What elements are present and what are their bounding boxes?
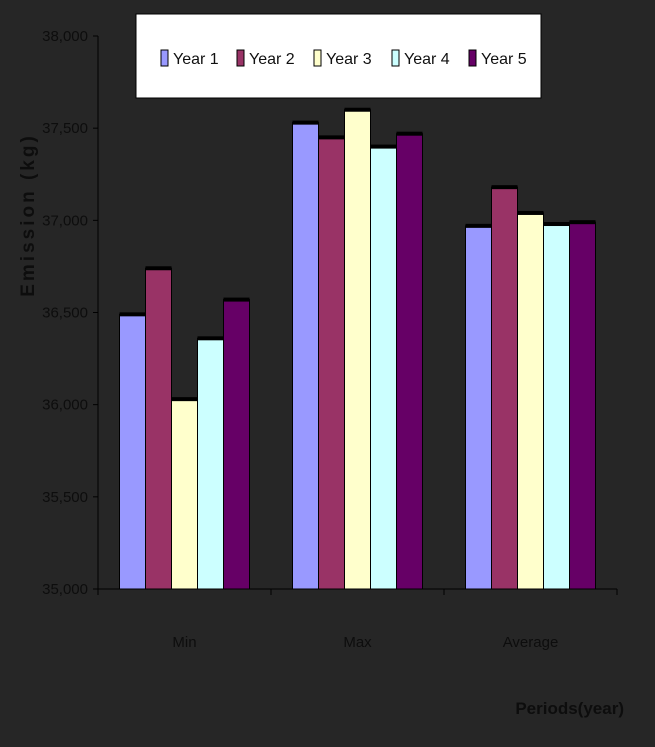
legend-swatch	[160, 49, 169, 67]
y-axis-title: Emission (kg)	[18, 133, 39, 297]
x-axis-tick-labels: Min Max Average	[97, 589, 618, 651]
y-tick-label: 35,500	[42, 489, 88, 506]
bar-max-year-2	[318, 136, 345, 590]
bar-min-year-1	[119, 313, 146, 590]
bar-top-edge	[569, 220, 596, 225]
y-tick-label: 37,500	[42, 120, 88, 137]
legend-swatch	[391, 49, 400, 67]
y-tick-label: 36,000	[42, 397, 88, 414]
bar-average-year-2	[491, 186, 518, 590]
bar-top-edge	[370, 144, 397, 149]
bar-average-year-3	[517, 212, 544, 590]
legend-label: Year 5	[481, 51, 527, 68]
y-tick-label: 37,000	[42, 212, 88, 229]
y-tick-label: 35,000	[42, 581, 88, 598]
legend-swatch	[236, 49, 245, 67]
legend-label: Year 2	[249, 51, 295, 68]
bar-top-edge	[491, 185, 518, 190]
legend-label: Year 3	[326, 51, 372, 68]
bar-top-edge	[396, 131, 423, 136]
bar-top-edge	[145, 266, 172, 271]
bar-max-year-5	[396, 133, 423, 590]
bar-max-year-1	[292, 122, 319, 590]
bar-min-year-4	[197, 337, 224, 590]
bar-average-year-4	[543, 223, 570, 590]
bar-top-edge	[543, 222, 570, 227]
bar-top-edge	[197, 336, 224, 341]
y-tick-label: 36,500	[42, 305, 88, 322]
bar-top-edge	[318, 135, 345, 140]
bar-min-year-2	[145, 267, 172, 590]
x-tick-label: Max	[343, 634, 372, 651]
legend-swatch	[468, 49, 477, 67]
bar-top-edge	[292, 120, 319, 125]
x-tick-label: Min	[172, 634, 196, 651]
bar-top-edge	[119, 312, 146, 317]
bar-top-edge	[344, 107, 371, 112]
legend: Year 1 Year 2 Year 3 Year 4 Year 5	[135, 13, 542, 99]
legend-swatch	[313, 49, 322, 67]
bar-top-edge	[223, 297, 250, 302]
bar-top-edge	[465, 223, 492, 228]
bar-max-year-3	[344, 109, 371, 590]
bar-max-year-4	[370, 146, 397, 590]
x-tick-label: Average	[503, 634, 559, 651]
bar-min-year-5	[223, 299, 250, 590]
legend-label: Year 4	[404, 51, 450, 68]
bar-top-edge	[171, 397, 198, 402]
x-axis-title: Periods(year)	[515, 699, 624, 718]
bars	[119, 107, 596, 590]
y-tick-label: 38,000	[42, 28, 88, 45]
y-axis-ticks: 35,000 35,500 36,000 36,500 37,000 37,500 38,0…	[42, 28, 98, 598]
bar-average-year-1	[465, 225, 492, 590]
legend-label: Year 1	[173, 51, 219, 68]
bar-average-year-5	[569, 221, 596, 590]
bar-min-year-3	[171, 398, 198, 590]
axes	[97, 36, 617, 590]
bar-top-edge	[517, 210, 544, 215]
